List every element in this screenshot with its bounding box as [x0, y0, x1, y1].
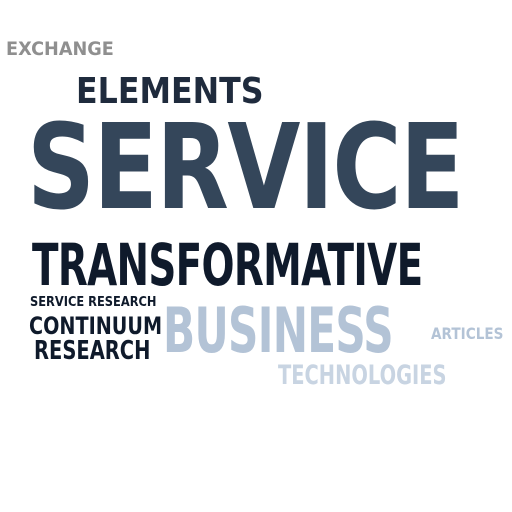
word-exchange: EXCHANGE: [6, 38, 114, 60]
word-business: BUSINESS: [163, 294, 394, 367]
word-articles: ARTICLES: [431, 324, 504, 343]
word-continuum: CONTINUUM: [29, 312, 163, 340]
word-elements: ELEMENTS: [76, 71, 264, 112]
word-service-research: SERVICE RESEARCH: [30, 295, 157, 310]
word-technologies: TECHNOLOGIES: [278, 360, 447, 391]
word-service: SERVICE: [27, 98, 465, 236]
word-research: RESEARCH: [34, 336, 151, 366]
word-transformative: TRANSFORMATIVE: [32, 231, 423, 299]
